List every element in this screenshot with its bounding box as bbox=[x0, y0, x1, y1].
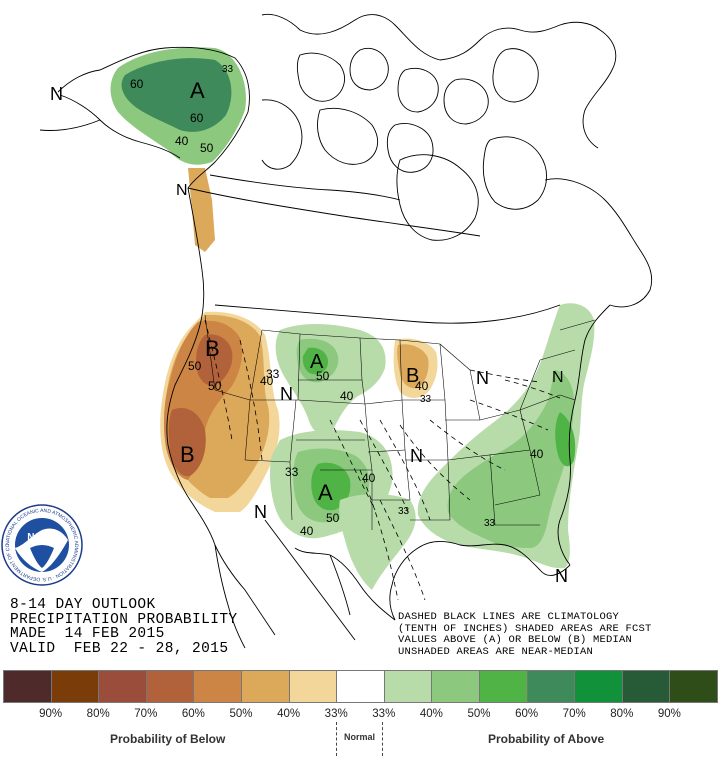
alaska-60-label-a: 60 bbox=[130, 77, 144, 91]
mid-atlantic-n-label: N bbox=[552, 369, 564, 386]
legend-tick-label: 40% bbox=[277, 708, 301, 720]
normal-divider-right bbox=[382, 722, 383, 756]
legend-swatch bbox=[145, 670, 195, 703]
florida-n-label: N bbox=[555, 566, 568, 586]
legend-tick-label: 33% bbox=[372, 708, 396, 720]
southwest-n-label: N bbox=[254, 502, 267, 522]
normal-caption: Normal bbox=[344, 732, 376, 742]
legend-swatch bbox=[50, 670, 100, 703]
outlook-title-line2: PRECIPITATION PROBABILITY bbox=[10, 611, 238, 628]
west-50-label-b: 50 bbox=[208, 379, 222, 393]
legend-swatch bbox=[621, 670, 671, 703]
outlook-title-block: 8-14 DAY OUTLOOK PRECIPITATION PROBABILI… bbox=[10, 598, 238, 656]
alaska-above-50 bbox=[121, 58, 232, 132]
west-b-label-2: B bbox=[180, 442, 195, 467]
legend-swatch bbox=[574, 670, 623, 703]
west-b-label-1: B bbox=[205, 336, 220, 361]
legend-tick-label: 33% bbox=[324, 708, 348, 720]
legend-swatch bbox=[241, 670, 290, 703]
nw-coast-n-label: N bbox=[176, 182, 188, 199]
west-below-60b bbox=[168, 408, 206, 477]
alaska-33-label: 33 bbox=[222, 64, 234, 75]
legend-tick-label: 80% bbox=[86, 708, 110, 720]
midwest-below-40 bbox=[397, 344, 429, 389]
legend-swatch bbox=[98, 670, 147, 703]
legend-swatch bbox=[336, 670, 385, 703]
precipitation-outlook-map: A 60 60 50 40 33 N N B B 50 50 40 33 N A… bbox=[0, 0, 653, 649]
legend-swatch bbox=[288, 670, 338, 703]
legend-swatch bbox=[526, 670, 576, 703]
alaska-n-label: N bbox=[50, 84, 63, 104]
southeast-33-label: 33 bbox=[484, 518, 496, 529]
north-40-label: 40 bbox=[340, 389, 354, 403]
south-50-label: 50 bbox=[326, 511, 340, 525]
probability-legend: 90% 80% 70% 60% 50% 40% 33% 33% 40% 50% 60% 70% 80% 9… bbox=[0, 670, 719, 759]
legend-swatch bbox=[383, 670, 433, 703]
legend-swatch bbox=[669, 670, 718, 703]
midwest-b-label: B bbox=[406, 365, 419, 387]
midwest-40-label: 40 bbox=[415, 379, 429, 393]
south-central-above bbox=[339, 494, 416, 590]
note-line1: DASHED BLACK LINES ARE CLIMATOLOGY bbox=[398, 611, 620, 623]
south-a-label: A bbox=[318, 480, 333, 505]
noaa-logo-text: NOAA bbox=[27, 532, 56, 543]
south-40-label-a: 40 bbox=[300, 524, 314, 538]
state-lines bbox=[204, 314, 596, 530]
outlook-title-line1: 8-14 DAY OUTLOOK bbox=[10, 597, 156, 613]
plains-n-label: N bbox=[280, 384, 293, 404]
east-above-40 bbox=[447, 370, 574, 548]
legend-swatch bbox=[193, 670, 242, 703]
note-line4: UNSHADED AREAS ARE NEAR-MEDIAN bbox=[398, 645, 594, 658]
normal-divider-left bbox=[336, 722, 337, 756]
legend-tick-label: 50% bbox=[229, 708, 253, 720]
map-text-labels: A 60 60 50 40 33 N N B B 50 50 40 33 N A… bbox=[50, 64, 568, 586]
legend-note-block: DASHED BLACK LINES ARE CLIMATOLOGY (TENT… bbox=[398, 611, 652, 658]
south-33-label: 33 bbox=[285, 465, 299, 479]
legend-swatch bbox=[431, 670, 480, 703]
legend-tick-label: 60% bbox=[515, 708, 539, 720]
legend-tick-label: 70% bbox=[562, 708, 586, 720]
probability-above-caption: Probability of Above bbox=[488, 732, 605, 746]
legend-swatch bbox=[3, 670, 52, 703]
legend-tick-label: 50% bbox=[467, 708, 491, 720]
outlook-valid-dates: VALID FEB 22 - 28, 2015 bbox=[10, 640, 229, 657]
legend-tick-label: 80% bbox=[610, 708, 634, 720]
note-line3: VALUES ABOVE (A) OR BELOW (B) MEDIAN bbox=[398, 634, 633, 646]
legend-tick-label: 60% bbox=[181, 708, 205, 720]
legend-swatch bbox=[479, 670, 528, 703]
north-above-60 bbox=[302, 347, 328, 375]
probability-below-caption: Probability of Below bbox=[110, 732, 226, 746]
west-40-label: 40 bbox=[260, 374, 274, 388]
north-a-label: A bbox=[310, 351, 324, 373]
midwest-33-label: 33 bbox=[420, 394, 432, 405]
east-40-label: 40 bbox=[530, 447, 544, 461]
alaska-below-edge bbox=[188, 168, 215, 252]
west-below-60a bbox=[196, 334, 233, 386]
south-central-33-label: 33 bbox=[398, 506, 410, 517]
alaska-40-label: 40 bbox=[175, 134, 189, 148]
south-above-50 bbox=[311, 462, 351, 511]
alaska-60-label-b: 60 bbox=[190, 111, 204, 125]
outlook-made-date: MADE 14 FEB 2015 bbox=[10, 626, 165, 642]
north-50-label: 50 bbox=[316, 369, 330, 383]
great-lakes-n-label: N bbox=[476, 368, 489, 388]
alaska-a-label: A bbox=[190, 78, 205, 103]
legend-tick-label: 90% bbox=[39, 708, 63, 720]
climatology-lines bbox=[204, 319, 561, 601]
note-line2: (TENTH OF INCHES) SHADED AREAS ARE FCST bbox=[398, 622, 652, 635]
legend-tick-label: 40% bbox=[419, 708, 443, 720]
legend-tick-label: 70% bbox=[134, 708, 158, 720]
west-50-label-a: 50 bbox=[188, 359, 202, 373]
country-outlines bbox=[39, 13, 653, 649]
legend-tick-label: 90% bbox=[657, 708, 681, 720]
ohio-valley-n-label: N bbox=[410, 446, 423, 466]
alaska-50-label: 50 bbox=[200, 141, 214, 155]
west-33-label: 33 bbox=[266, 367, 280, 381]
south-40-label-b: 40 bbox=[362, 471, 376, 485]
